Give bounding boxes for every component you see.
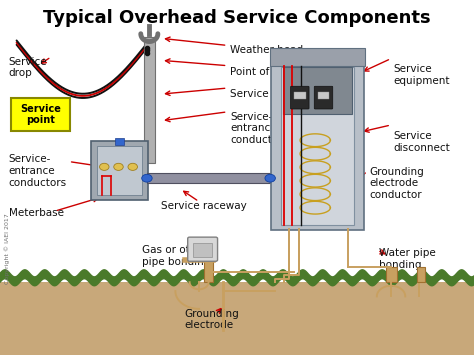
Text: Grounding
electrode
conductor: Grounding electrode conductor (370, 167, 425, 200)
FancyBboxPatch shape (144, 37, 155, 163)
FancyBboxPatch shape (0, 282, 474, 355)
Text: Service-
entrance
conductors: Service- entrance conductors (9, 154, 67, 188)
FancyBboxPatch shape (271, 50, 364, 230)
Text: Water pipe
bonding: Water pipe bonding (379, 248, 436, 270)
Circle shape (142, 174, 152, 182)
FancyBboxPatch shape (145, 142, 154, 163)
FancyBboxPatch shape (188, 237, 218, 261)
Text: Point of attachment: Point of attachment (230, 67, 333, 77)
FancyBboxPatch shape (97, 146, 142, 195)
Circle shape (100, 163, 109, 170)
Text: Typical Overhead Service Components: Typical Overhead Service Components (43, 9, 431, 27)
FancyBboxPatch shape (204, 260, 213, 282)
FancyBboxPatch shape (91, 141, 148, 200)
FancyBboxPatch shape (283, 67, 352, 114)
FancyBboxPatch shape (11, 98, 70, 131)
FancyBboxPatch shape (115, 138, 124, 145)
Circle shape (265, 174, 275, 182)
Text: Service mast: Service mast (230, 89, 298, 99)
FancyBboxPatch shape (193, 243, 212, 257)
FancyBboxPatch shape (417, 267, 425, 282)
Text: Service
equipment: Service equipment (393, 64, 450, 86)
FancyBboxPatch shape (386, 267, 397, 282)
Text: Service
point: Service point (20, 104, 61, 125)
FancyBboxPatch shape (147, 173, 270, 183)
Text: Gas or other
pipe bonding: Gas or other pipe bonding (142, 245, 210, 267)
Text: Meterbase: Meterbase (9, 208, 64, 218)
Text: Copyright © IAEI 2017: Copyright © IAEI 2017 (5, 213, 10, 284)
FancyBboxPatch shape (270, 48, 365, 66)
Text: Service raceway: Service raceway (161, 201, 246, 211)
Text: Service
drop: Service drop (9, 57, 47, 78)
FancyBboxPatch shape (318, 92, 329, 99)
FancyBboxPatch shape (294, 92, 306, 99)
Circle shape (114, 163, 123, 170)
FancyBboxPatch shape (291, 86, 309, 109)
FancyBboxPatch shape (281, 67, 354, 225)
FancyBboxPatch shape (314, 86, 333, 109)
Text: Weather head: Weather head (230, 45, 303, 55)
Text: Service
disconnect: Service disconnect (393, 131, 450, 153)
Text: Service-
entrance
conductors: Service- entrance conductors (230, 112, 288, 145)
Circle shape (128, 163, 137, 170)
Text: Grounding
electrode: Grounding electrode (185, 309, 240, 331)
